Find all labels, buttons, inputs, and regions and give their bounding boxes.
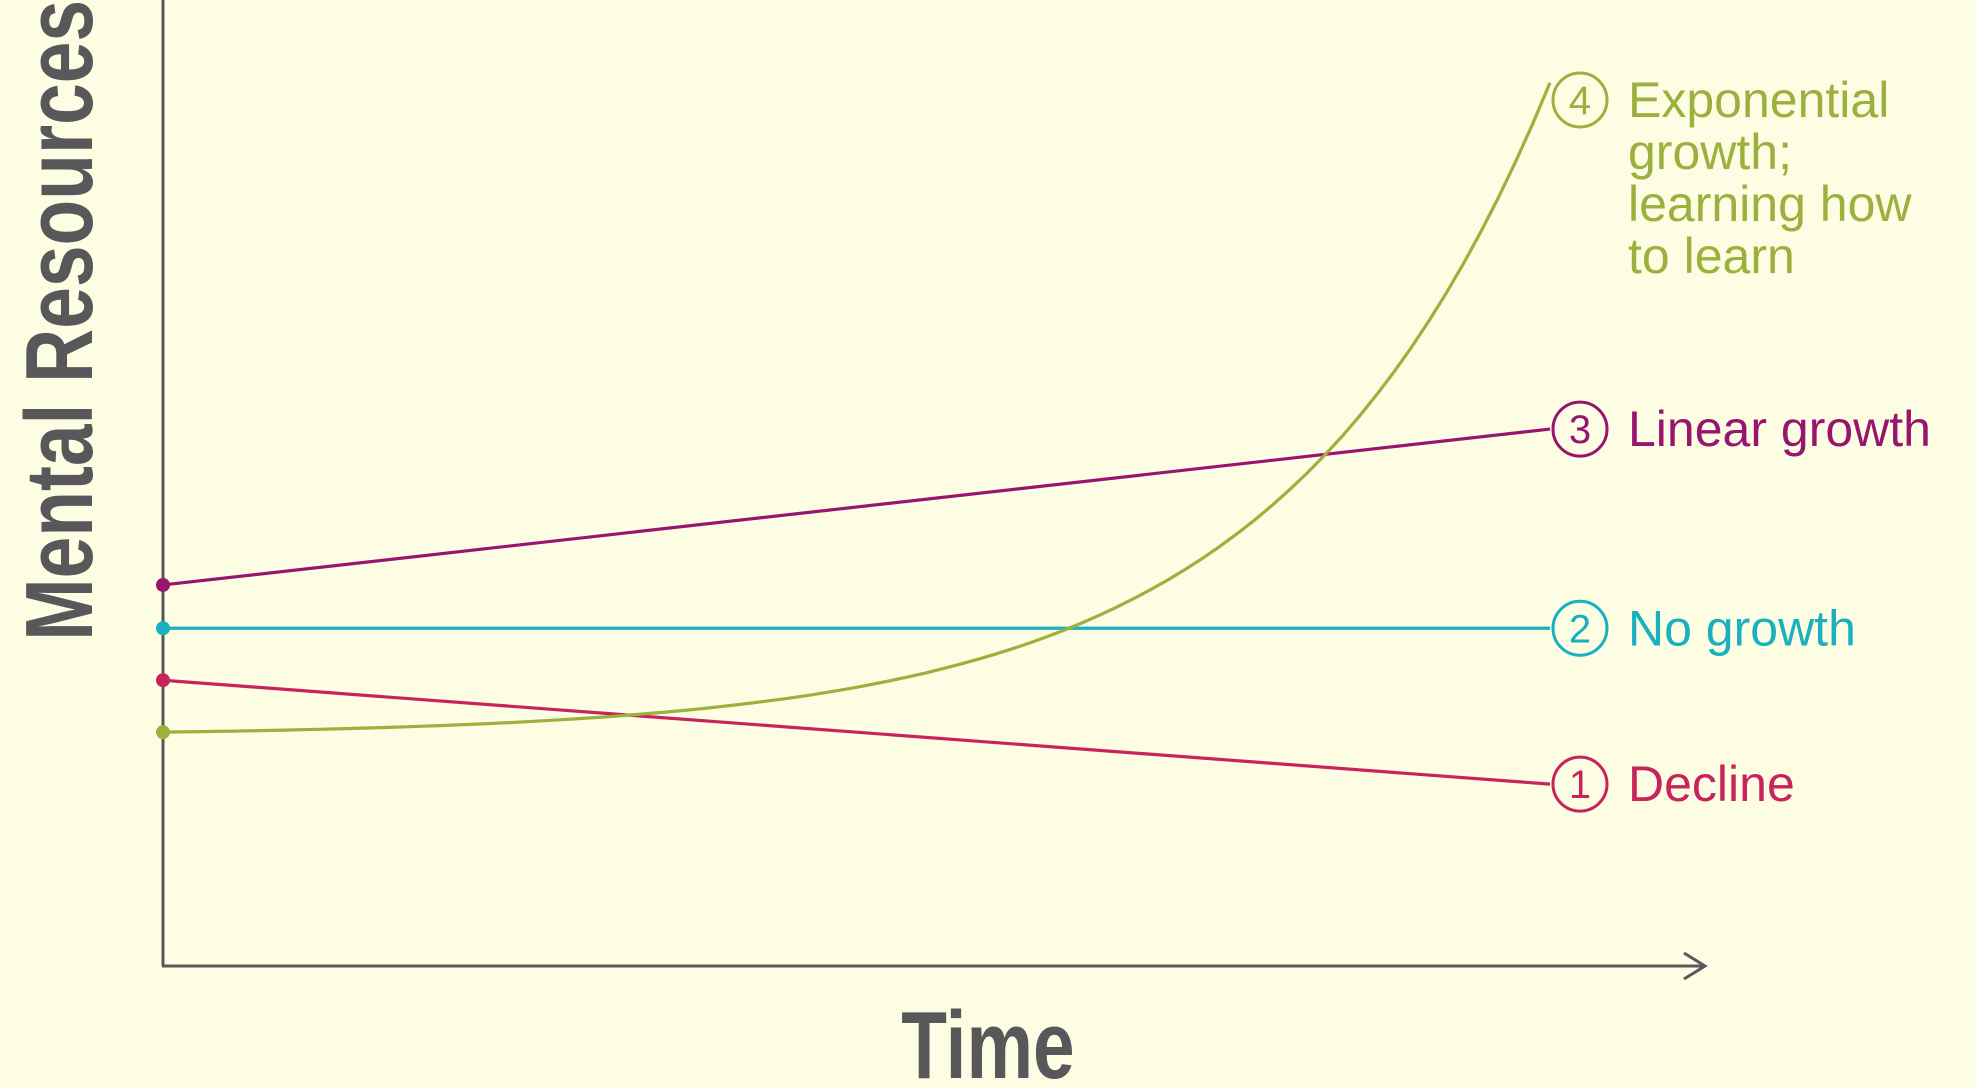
series-decline: 1 Decline (156, 673, 1795, 813)
x-axis-title: Time (901, 992, 1074, 1088)
series-line-linear-growth (162, 427, 1551, 587)
series-marker-number-linear-growth: 3 (1569, 408, 1591, 452)
series-marker-circle-no-growth (1551, 599, 1609, 657)
series-linear-growth: 3 Linear growth (156, 400, 1931, 592)
series-marker-circle-exponential-growth (1551, 71, 1609, 129)
series-label-exponential-growth-line-2: growth; (1628, 124, 1792, 180)
series-start-point-no-growth (156, 621, 170, 636)
y-axis-title: Mental Resources (6, 0, 113, 641)
series-start-point-exponential-growth (156, 725, 170, 740)
series-label-decline-line-1: Decline (1628, 756, 1795, 812)
series-line-decline (162, 678, 1551, 786)
series-no-growth: 2 No growth (156, 599, 1856, 657)
series-marker-number-no-growth: 2 (1569, 607, 1591, 651)
series-label-linear-growth-line-1: Linear growth (1628, 401, 1931, 457)
series-label-exponential-growth-line-3: learning how (1628, 176, 1912, 232)
series-marker-circle-linear-growth (1551, 400, 1609, 458)
series-layer: 1 Decline 2 No growth 3 Linear growth 4 Exponen… (156, 71, 1931, 813)
series-start-point-decline (156, 673, 170, 688)
series-label-no-growth-line-1: No growth (1628, 600, 1856, 656)
series-start-point-linear-growth (156, 577, 170, 592)
series-marker-number-exponential-growth: 4 (1569, 79, 1591, 123)
series-label-exponential-growth-line-1: Exponential (1628, 72, 1889, 128)
series-label-exponential-growth-line-4: to learn (1628, 228, 1795, 284)
series-marker-circle-decline (1551, 755, 1609, 813)
series-marker-number-decline: 1 (1569, 763, 1591, 807)
x-axis-arrow-icon (1683, 951, 1708, 981)
series-line-exponential-growth (162, 82, 1552, 734)
